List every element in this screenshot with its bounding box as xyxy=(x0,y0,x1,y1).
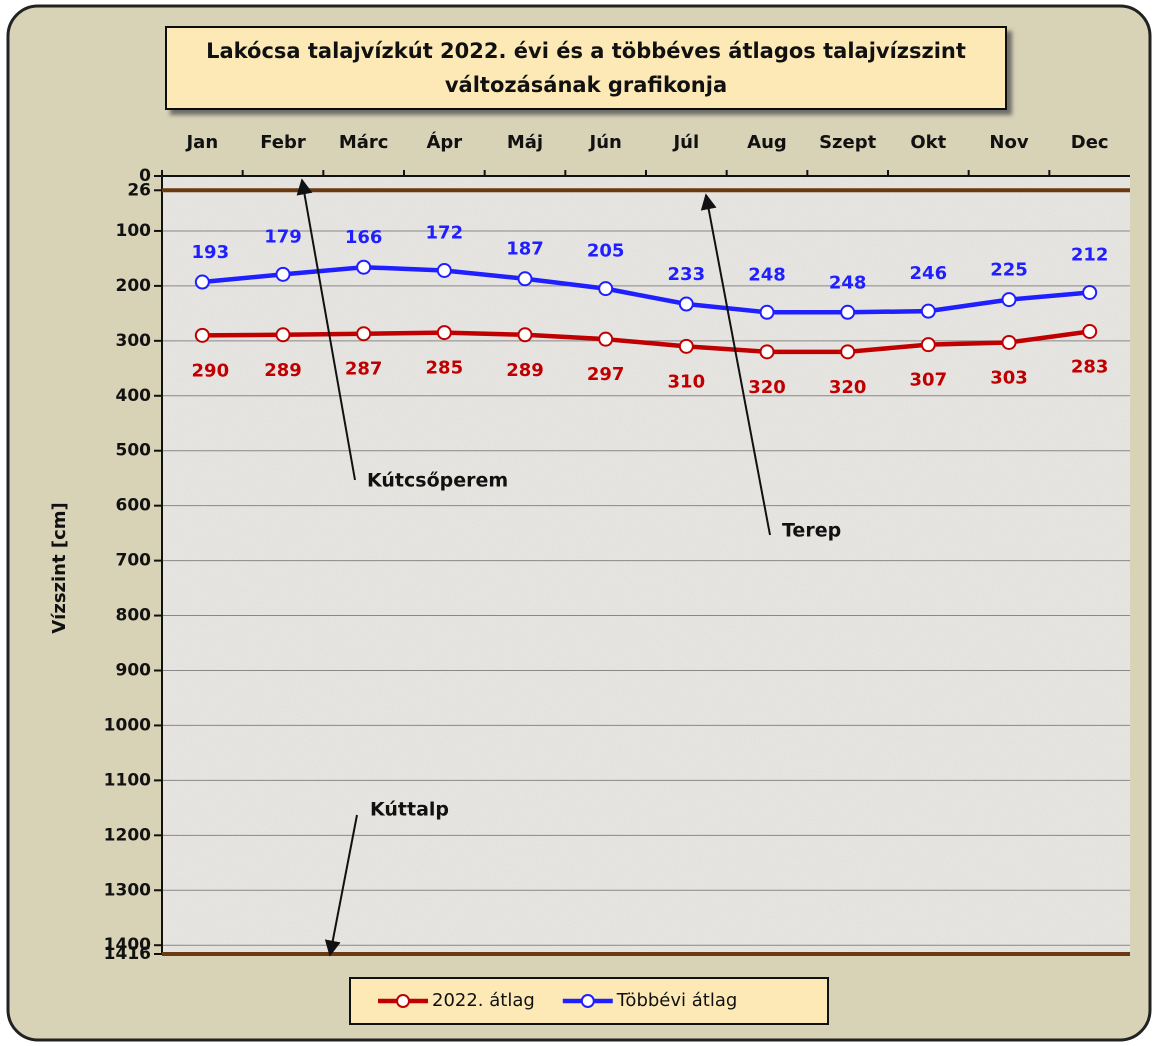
data-label: 233 xyxy=(668,264,706,285)
legend-marker xyxy=(396,994,410,1008)
annotation: Kútcsőperem xyxy=(367,470,508,492)
point xyxy=(194,274,210,290)
data-label: 179 xyxy=(264,226,302,247)
data-label: 287 xyxy=(345,359,383,380)
data-label: 193 xyxy=(192,242,230,263)
data-label: 289 xyxy=(506,360,544,381)
data-label: 166 xyxy=(345,227,383,248)
data-label: 248 xyxy=(748,264,786,285)
legend-label: Többévi átlag xyxy=(616,990,738,1011)
point xyxy=(1001,292,1017,308)
arrow xyxy=(296,178,356,481)
point xyxy=(678,338,694,354)
y-tick-label: 200 xyxy=(116,276,152,296)
point xyxy=(840,304,856,320)
point xyxy=(436,263,452,279)
data-label: 172 xyxy=(426,223,464,244)
point xyxy=(840,344,856,360)
x-tick-label: Ápr xyxy=(426,131,462,153)
y-tick-label: 700 xyxy=(116,551,152,571)
x-tick-label: Máj xyxy=(507,132,543,153)
y-tick-label: 1200 xyxy=(104,825,151,845)
point xyxy=(1082,284,1098,300)
chart-subtitle: változásának grafikonja xyxy=(445,73,727,97)
x-tick-label: Jan xyxy=(184,132,218,153)
series-line xyxy=(202,264,1090,315)
x-tick-label: Márc xyxy=(339,132,389,153)
data-label: 205 xyxy=(587,241,625,262)
data-label: 289 xyxy=(264,360,302,381)
y-axis-label: Vízszint [cm] xyxy=(49,502,70,634)
data-label: 248 xyxy=(829,272,867,293)
data-label: 246 xyxy=(910,263,948,284)
point xyxy=(194,327,210,343)
y-tick-label: 1300 xyxy=(104,880,151,900)
x-tick-label: Júl xyxy=(671,132,699,153)
data-label: 187 xyxy=(506,239,544,260)
y-tick-label: 400 xyxy=(116,386,152,406)
chart-title: Lakócsa talajvízkút 2022. évi és a többé… xyxy=(206,39,966,63)
point xyxy=(920,337,936,353)
y-tick-label: 600 xyxy=(116,496,152,516)
data-label: 225 xyxy=(990,260,1028,281)
point xyxy=(436,325,452,341)
title-box xyxy=(165,26,1007,110)
data-label: 307 xyxy=(910,370,948,391)
point xyxy=(275,266,291,282)
data-label: 290 xyxy=(192,360,230,381)
plot-texture xyxy=(162,176,1130,954)
x-tick-label: Febr xyxy=(260,132,306,153)
point xyxy=(275,327,291,343)
point xyxy=(517,327,533,343)
point xyxy=(759,344,775,360)
data-label: 320 xyxy=(748,377,786,398)
x-tick-label: Nov xyxy=(989,132,1028,153)
y-tick-label: 1416 xyxy=(104,944,151,964)
y-tick-label: 300 xyxy=(116,331,152,351)
y-tick-label: 800 xyxy=(116,606,152,626)
y-tick-label: 1000 xyxy=(104,715,151,735)
data-label: 310 xyxy=(668,371,706,392)
point xyxy=(920,303,936,319)
arrow xyxy=(700,193,771,536)
x-tick-label: Szept xyxy=(819,132,877,153)
point xyxy=(1001,334,1017,350)
legend-label: 2022. átlag xyxy=(432,990,535,1011)
legend-marker xyxy=(580,994,595,1008)
annotation: Kúttalp xyxy=(370,799,449,821)
y-tick-label: 0 xyxy=(139,166,151,186)
point xyxy=(356,326,372,342)
data-label: 212 xyxy=(1071,244,1109,265)
y-tick-label: 1100 xyxy=(104,770,151,790)
point xyxy=(1082,323,1098,339)
data-label: 320 xyxy=(829,377,867,398)
x-tick-label: Jún xyxy=(588,132,622,153)
point xyxy=(759,304,775,320)
data-label: 283 xyxy=(1071,356,1109,377)
y-tick-label: 900 xyxy=(116,660,152,680)
series-line xyxy=(202,329,1090,355)
y-tick-label: 26 xyxy=(127,180,151,200)
data-label: 303 xyxy=(990,367,1028,388)
data-label: 285 xyxy=(426,358,464,379)
annotation: Terep xyxy=(782,520,841,542)
y-tick-label: 1400 xyxy=(104,935,151,955)
x-tick-label: Okt xyxy=(910,132,946,153)
point xyxy=(598,331,614,347)
point xyxy=(517,271,533,287)
point xyxy=(598,281,614,297)
x-tick-label: Aug xyxy=(747,132,787,153)
point xyxy=(356,259,372,275)
y-tick-label: 100 xyxy=(116,221,152,241)
data-label: 297 xyxy=(587,364,625,385)
x-tick-label: Dec xyxy=(1071,132,1109,153)
arrow xyxy=(324,814,358,957)
y-tick-label: 500 xyxy=(116,441,152,461)
point xyxy=(678,296,694,312)
